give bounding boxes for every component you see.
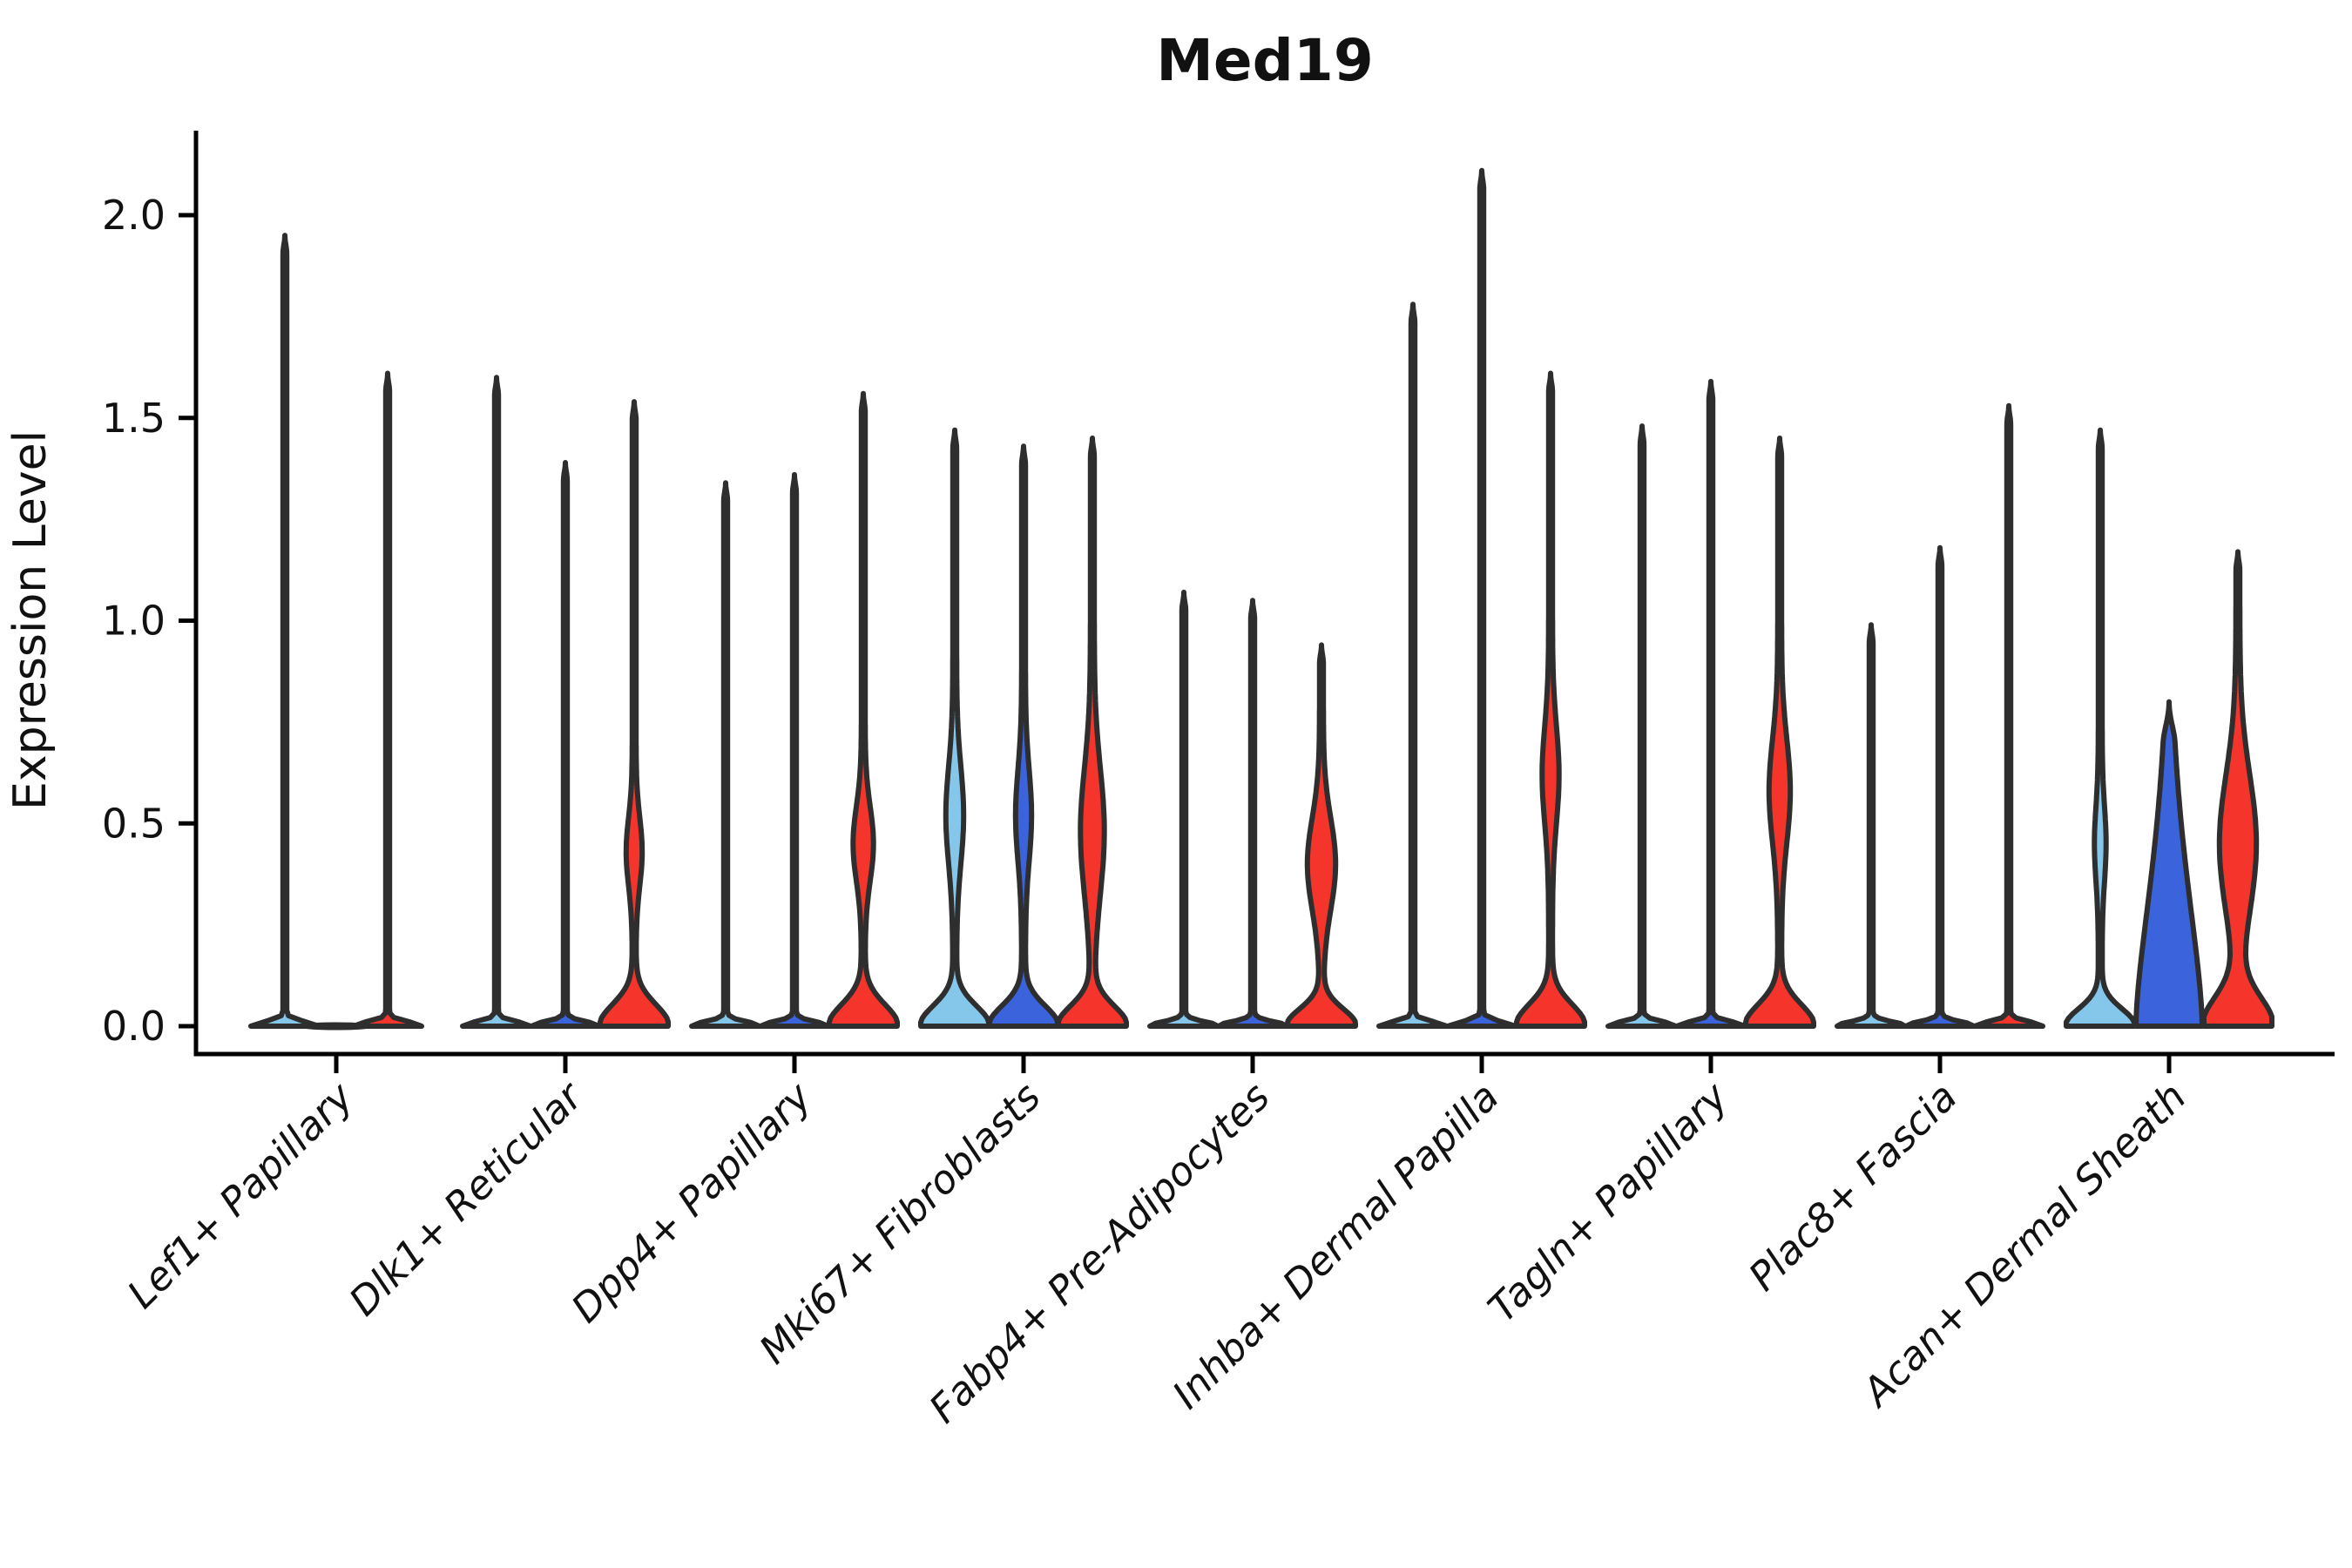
violin bbox=[351, 370, 424, 1029]
y-tick-label: 2.0 bbox=[102, 192, 166, 239]
violin bbox=[1903, 544, 1977, 1029]
violin bbox=[1445, 167, 1518, 1029]
y-tick-label: 1.0 bbox=[102, 598, 166, 645]
violin-group bbox=[1835, 402, 2045, 1029]
violin bbox=[1056, 436, 1129, 1029]
violin bbox=[758, 471, 831, 1029]
violin bbox=[2064, 427, 2137, 1029]
violin bbox=[1285, 642, 1358, 1029]
violin bbox=[2201, 549, 2274, 1029]
y-tick-label: 0.5 bbox=[102, 800, 166, 847]
violin bbox=[1674, 378, 1747, 1029]
chart-title: Med19 bbox=[1156, 27, 1374, 94]
violin-group bbox=[918, 427, 1129, 1029]
y-axis-label: Expression Level bbox=[4, 430, 57, 810]
violin bbox=[2133, 699, 2205, 1029]
violin bbox=[1835, 622, 1908, 1029]
violin bbox=[1216, 598, 1289, 1029]
violin bbox=[987, 443, 1060, 1029]
violin bbox=[827, 390, 900, 1029]
violin bbox=[248, 233, 321, 1029]
violin-group bbox=[1376, 167, 1587, 1029]
violin-group bbox=[248, 233, 424, 1031]
violin bbox=[598, 399, 671, 1029]
violin-group bbox=[1147, 589, 1358, 1029]
violin bbox=[529, 460, 602, 1029]
y-tick-label: 0.0 bbox=[102, 1003, 166, 1050]
violins bbox=[248, 167, 2274, 1031]
violin bbox=[1147, 589, 1220, 1029]
violin bbox=[1605, 423, 1679, 1029]
violin bbox=[460, 375, 533, 1029]
violin bbox=[1972, 402, 2045, 1029]
violin-group bbox=[460, 375, 671, 1029]
violin bbox=[1376, 301, 1450, 1029]
violin-group bbox=[689, 390, 900, 1029]
violin bbox=[918, 427, 991, 1029]
violin bbox=[1743, 436, 1816, 1029]
violin-group bbox=[2064, 427, 2274, 1029]
violin bbox=[1514, 370, 1587, 1029]
y-tick-label: 1.5 bbox=[102, 395, 166, 442]
violin-group bbox=[1605, 378, 1816, 1029]
y-axis-ticks: 0.0 0.5 1.0 1.5 2.0 bbox=[102, 192, 196, 1050]
violin bbox=[689, 480, 762, 1029]
